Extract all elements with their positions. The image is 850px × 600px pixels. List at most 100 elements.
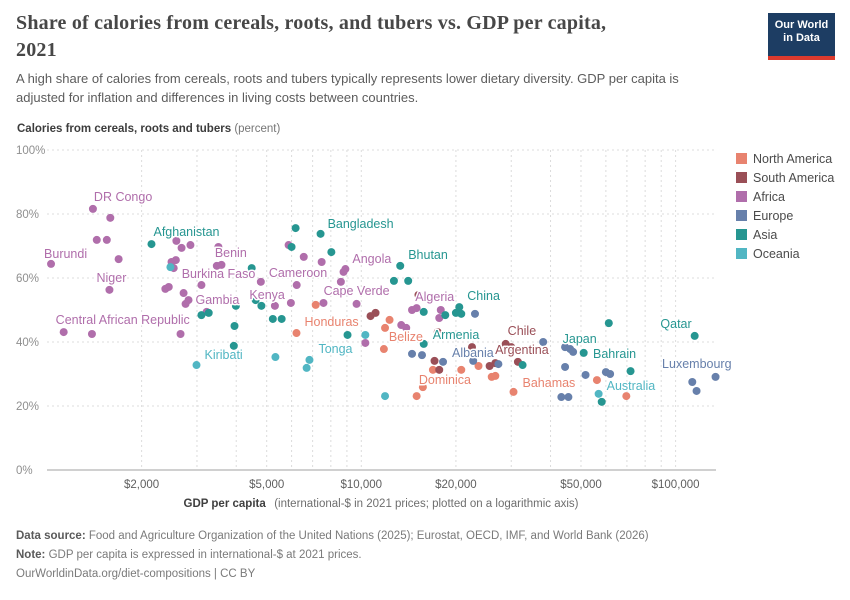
data-point-central-african-republic[interactable] (59, 328, 68, 337)
data-point[interactable] (381, 392, 390, 401)
data-point[interactable] (507, 343, 516, 352)
data-point[interactable] (469, 331, 478, 340)
data-point[interactable] (606, 370, 615, 378)
data-point[interactable] (469, 356, 478, 365)
country-label-angola[interactable]: Angola (351, 251, 393, 268)
country-label-cameroon[interactable]: Cameroon (267, 264, 328, 281)
data-point[interactable] (592, 376, 601, 385)
data-point[interactable] (197, 311, 206, 320)
data-point[interactable] (371, 308, 380, 317)
data-point[interactable] (92, 235, 101, 244)
data-point[interactable] (385, 315, 394, 324)
data-point[interactable] (87, 330, 96, 338)
data-point[interactable] (361, 338, 370, 347)
data-point[interactable] (179, 289, 188, 298)
data-point[interactable] (336, 277, 345, 286)
country-label-bahamas[interactable]: Bahamas (521, 374, 577, 391)
data-point-dominica[interactable] (428, 365, 437, 374)
data-point[interactable] (474, 362, 483, 370)
country-label-burundi[interactable]: Burundi (43, 245, 89, 262)
owid-logo[interactable]: Our World in Data (768, 13, 835, 60)
country-label-qatar[interactable]: Qatar (659, 315, 693, 332)
country-label-benin[interactable]: Benin (213, 244, 248, 261)
country-label-australia[interactable]: Australia (605, 377, 657, 394)
legend-item-oceania[interactable]: Oceania (736, 244, 834, 263)
data-point[interactable] (114, 255, 123, 264)
data-point[interactable] (414, 290, 423, 299)
data-point[interactable] (557, 393, 566, 402)
data-point[interactable] (381, 323, 390, 332)
data-point[interactable] (106, 213, 115, 222)
country-label-belize[interactable]: Belize (387, 329, 424, 346)
data-point-cameroon[interactable] (256, 277, 265, 286)
legend-item-africa[interactable]: Africa (736, 187, 834, 206)
country-label-burkina-faso[interactable]: Burkina Faso (180, 266, 257, 283)
legend-item-asia[interactable]: Asia (736, 225, 834, 244)
data-point-bhutan[interactable] (396, 261, 405, 270)
country-label-gambia[interactable]: Gambia (194, 292, 241, 309)
country-label-dominica[interactable]: Dominica (417, 371, 472, 388)
data-point[interactable] (327, 248, 336, 257)
data-point-albania[interactable] (439, 357, 448, 366)
data-point-armenia[interactable] (419, 339, 428, 348)
data-point[interactable] (404, 276, 413, 285)
country-label-china[interactable]: China (466, 288, 502, 305)
data-point[interactable] (214, 242, 223, 251)
country-label-chile[interactable]: Chile (506, 322, 538, 339)
data-point[interactable] (417, 351, 426, 360)
data-point[interactable] (604, 319, 613, 328)
data-point-japan[interactable] (579, 348, 588, 357)
data-point[interactable] (564, 393, 573, 402)
data-point-dr-congo[interactable] (88, 204, 97, 213)
data-point[interactable] (270, 301, 279, 310)
data-point[interactable] (435, 365, 444, 374)
data-point[interactable] (688, 378, 697, 386)
data-point[interactable] (271, 353, 280, 362)
data-point[interactable] (172, 236, 181, 245)
data-point-luxembourg[interactable] (711, 372, 720, 381)
data-point-kenya[interactable] (286, 298, 295, 307)
data-point[interactable] (230, 322, 239, 330)
data-point-tonga[interactable] (305, 355, 314, 364)
data-point[interactable] (343, 330, 352, 339)
data-point[interactable] (161, 284, 170, 293)
data-point[interactable] (561, 362, 570, 371)
data-point[interactable] (186, 241, 195, 250)
country-label-bahrain[interactable]: Bahrain (592, 346, 638, 363)
legend-item-south-america[interactable]: South America (736, 168, 834, 187)
country-label-argentina[interactable]: Argentina (494, 341, 551, 358)
country-label-tonga[interactable]: Tonga (317, 340, 354, 357)
data-point[interactable] (361, 330, 370, 339)
data-point-qatar[interactable] (690, 331, 699, 340)
data-point[interactable] (419, 307, 428, 316)
data-point[interactable] (441, 311, 450, 320)
data-point[interactable] (217, 260, 226, 269)
data-point-australia[interactable] (594, 389, 603, 398)
data-point[interactable] (581, 370, 590, 379)
data-point[interactable] (204, 308, 213, 317)
data-point[interactable] (176, 330, 185, 338)
data-point[interactable] (412, 304, 421, 313)
data-point-honduras[interactable] (292, 329, 301, 338)
country-label-honduras[interactable]: Honduras (303, 314, 360, 331)
data-point[interactable] (166, 263, 175, 272)
data-point[interactable] (257, 301, 266, 310)
data-point-china[interactable] (455, 303, 464, 312)
data-point[interactable] (197, 281, 206, 290)
legend-item-europe[interactable]: Europe (736, 206, 834, 225)
country-label-armenia[interactable]: Armenia (431, 326, 481, 343)
data-point[interactable] (287, 242, 296, 251)
data-point[interactable] (418, 383, 427, 392)
data-point[interactable] (181, 299, 190, 308)
data-point[interactable] (412, 392, 421, 401)
data-point[interactable] (317, 258, 326, 266)
country-label-albania[interactable]: Albania (451, 344, 496, 361)
data-point-bangladesh[interactable] (316, 229, 325, 238)
data-point[interactable] (491, 371, 500, 380)
data-point[interactable] (433, 328, 442, 337)
data-point[interactable] (268, 314, 277, 323)
country-label-dr-congo[interactable]: DR Congo (92, 188, 153, 205)
data-point-bahamas[interactable] (509, 387, 518, 396)
data-point[interactable] (251, 296, 260, 305)
data-point-niger[interactable] (105, 285, 114, 294)
